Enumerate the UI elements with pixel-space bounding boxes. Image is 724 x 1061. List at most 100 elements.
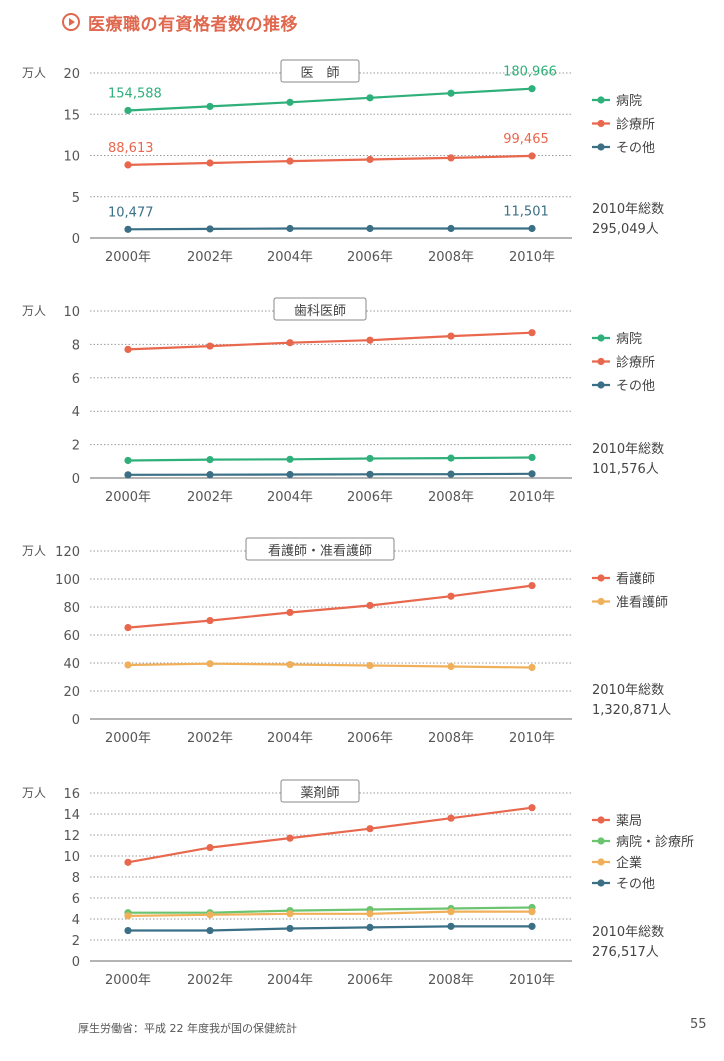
legend-marker (597, 381, 605, 389)
x-tick-label: 2008年 (428, 973, 474, 988)
data-point (528, 908, 536, 916)
total-label: 2010年総数 (592, 442, 664, 457)
legend-item: 診療所 (592, 117, 655, 133)
y-tick-label: 14 (63, 808, 80, 823)
data-point (286, 924, 294, 933)
legend-label: 診療所 (616, 355, 655, 371)
data-point (447, 89, 455, 97)
data-point (528, 804, 536, 812)
play-circle-icon (62, 13, 80, 31)
data-point (447, 332, 455, 340)
data-point (124, 926, 132, 935)
data-point (206, 616, 214, 625)
source-note: 厚生労働省：平成 22 年度我が国の保健統計 (78, 1022, 297, 1035)
legend-item: 病院 (592, 94, 642, 109)
chart-title-box (280, 59, 360, 83)
data-point (366, 910, 374, 918)
legend-marker (597, 119, 605, 128)
data-point (447, 592, 455, 600)
y-tick-label: 100 (55, 573, 80, 588)
x-tick-label: 2008年 (428, 490, 474, 505)
y-tick-label: 2 (72, 439, 80, 454)
x-tick-label: 2000年 (105, 250, 151, 265)
series-line-病院・診療所 (128, 906, 533, 914)
y-tick-label: 10 (63, 150, 80, 165)
data-point (206, 471, 214, 479)
chart-title-box (280, 779, 360, 803)
data-point (286, 910, 294, 918)
series-line-看護師 (127, 584, 533, 629)
data-point (206, 926, 214, 935)
series-line-その他 (128, 925, 532, 932)
data-point (447, 814, 455, 822)
data-point (366, 601, 374, 610)
unit-label: 万人 (22, 786, 46, 800)
data-point (366, 336, 374, 344)
y-tick-label: 0 (72, 472, 80, 487)
legend-marker (597, 143, 605, 151)
x-tick-label: 2004年 (267, 973, 313, 988)
data-point (447, 662, 455, 671)
legend-label: その他 (616, 379, 655, 394)
legend-marker (597, 858, 605, 866)
chart-title: 薬剤師 (300, 785, 339, 801)
data-label: 10,477 (108, 205, 154, 220)
data-label: 154,588 (108, 86, 162, 101)
data-point (286, 157, 294, 165)
data-point (286, 834, 294, 842)
legend-marker (597, 574, 605, 582)
y-tick-label: 16 (63, 787, 80, 802)
data-point (366, 661, 374, 670)
chart-panel-2: 万人 0 20 40 60 80 100 120 2000年 2002年 2004年 2006年 200… (22, 537, 671, 746)
data-point (286, 339, 294, 347)
unit-label: 万人 (22, 304, 46, 318)
chart-panel-3: 万人 0 2 4 6 8 10 12 14 16 2000年 2002年 2004年 2006年 2008年… (22, 779, 694, 988)
y-tick-label: 2 (72, 934, 80, 949)
x-tick-label: 2008年 (428, 731, 474, 746)
data-point (206, 660, 214, 668)
data-point (366, 155, 374, 164)
series-line-企業 (127, 910, 532, 917)
y-tick-label: 8 (72, 338, 80, 353)
x-tick-label: 2010年 (509, 973, 555, 988)
data-point (447, 224, 455, 233)
legend-item: 看護師 (592, 571, 655, 587)
data-label: 99,465 (503, 132, 549, 147)
x-tick-label: 2006年 (347, 250, 393, 265)
data-point (366, 470, 374, 478)
x-tick-label: 2002年 (187, 490, 233, 505)
legend-item: その他 (592, 379, 655, 394)
legend-item: 准看護師 (592, 595, 668, 611)
data-point (206, 102, 214, 111)
data-point (528, 329, 536, 337)
data-point (447, 454, 455, 462)
data-point (366, 825, 374, 833)
x-tick-label: 2010年 (509, 490, 555, 505)
data-point (528, 453, 536, 462)
data-point (528, 470, 536, 478)
data-label: 11,501 (503, 205, 549, 220)
legend-label: 企業 (616, 855, 642, 871)
unit-label: 万人 (22, 66, 46, 80)
x-tick-label: 2000年 (105, 490, 151, 505)
legend-item: その他 (592, 877, 655, 892)
legend-label: 薬局 (616, 814, 642, 829)
y-tick-label: 10 (63, 305, 80, 320)
x-tick-label: 2002年 (187, 973, 233, 988)
y-tick-label: 15 (63, 108, 80, 123)
x-tick-label: 2000年 (105, 731, 151, 746)
y-tick-label: 8 (72, 871, 80, 886)
series-line-病院 (127, 456, 533, 462)
series-line-診療所 (127, 331, 533, 351)
data-point (124, 161, 132, 169)
data-point (124, 225, 132, 233)
legend-label: その他 (616, 141, 655, 156)
data-point (206, 911, 214, 919)
legend-marker (597, 597, 605, 606)
legend-marker (597, 357, 605, 366)
y-tick-label: 0 (72, 955, 80, 970)
data-point (447, 908, 455, 916)
y-tick-label: 6 (72, 372, 80, 387)
series-line-病院 (127, 87, 533, 112)
